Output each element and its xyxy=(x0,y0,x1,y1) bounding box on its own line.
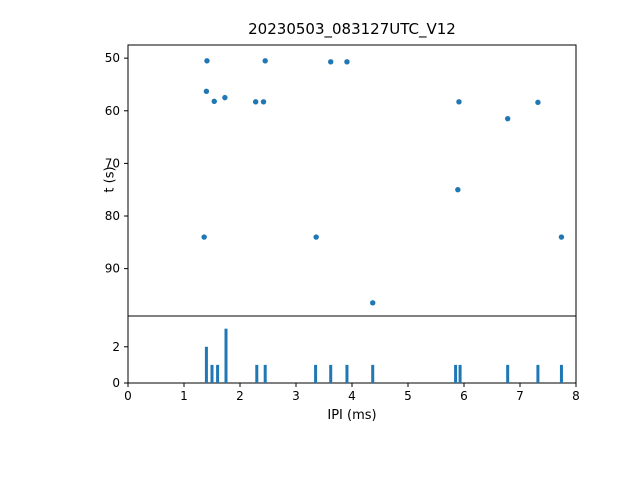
scatter-point xyxy=(260,99,267,105)
scatter-point xyxy=(558,234,565,240)
y-tick-label: 0 xyxy=(112,376,120,390)
scatter-point xyxy=(535,99,541,106)
histogram-bar xyxy=(210,364,214,383)
histogram-bar xyxy=(345,364,349,383)
scatter-point xyxy=(328,59,334,65)
x-tick-label: 2 xyxy=(236,389,244,403)
scatter-point xyxy=(252,99,259,105)
scatter-point xyxy=(204,58,210,64)
x-tick-label: 4 xyxy=(348,389,356,403)
y-tick-label: 90 xyxy=(105,262,120,276)
histogram-bar xyxy=(224,328,228,383)
scatter-point xyxy=(222,94,228,101)
histogram-bar xyxy=(263,364,267,383)
histogram-bar xyxy=(458,364,462,383)
histogram-bar xyxy=(536,364,540,383)
y-tick-label: 2 xyxy=(112,340,120,354)
histogram-bar xyxy=(216,364,220,383)
chart-title: 20230503_083127UTC_V12 xyxy=(248,20,456,38)
x-tick-label: 8 xyxy=(572,389,580,403)
scatter-point xyxy=(504,115,511,122)
scatter-point xyxy=(203,88,210,95)
histogram-bar xyxy=(559,364,563,383)
histogram-bar xyxy=(371,364,375,383)
x-tick-label: 0 xyxy=(124,389,132,403)
scatter-point xyxy=(344,59,350,65)
scatter-point xyxy=(455,187,461,193)
x-axis-label: IPI (ms) xyxy=(327,408,377,423)
y-tick-label: 80 xyxy=(105,209,120,223)
y-tick-label: 50 xyxy=(105,51,120,65)
x-tick-label: 6 xyxy=(460,389,468,403)
top-axes-spine xyxy=(127,44,577,317)
y-axis-label: t (s) xyxy=(102,166,118,193)
histogram-bar xyxy=(454,364,458,383)
scatter-point xyxy=(370,300,376,306)
x-tick-label: 7 xyxy=(516,389,524,403)
histogram-bar xyxy=(314,364,318,383)
x-tick-label: 3 xyxy=(292,389,300,403)
histogram-bar xyxy=(204,346,208,383)
y-tick-label: 60 xyxy=(105,104,120,118)
scatter-point xyxy=(313,234,319,240)
histogram-bar xyxy=(255,364,259,383)
histogram-bar xyxy=(329,364,333,383)
scatter-point xyxy=(262,58,268,64)
scatter-point xyxy=(456,99,462,105)
scatter-point xyxy=(211,98,217,105)
histogram-bar xyxy=(506,364,510,383)
y-tick-label: 70 xyxy=(105,156,120,170)
x-tick-label: 1 xyxy=(180,389,188,403)
scatter-point xyxy=(201,234,207,240)
x-tick-label: 5 xyxy=(404,389,412,403)
